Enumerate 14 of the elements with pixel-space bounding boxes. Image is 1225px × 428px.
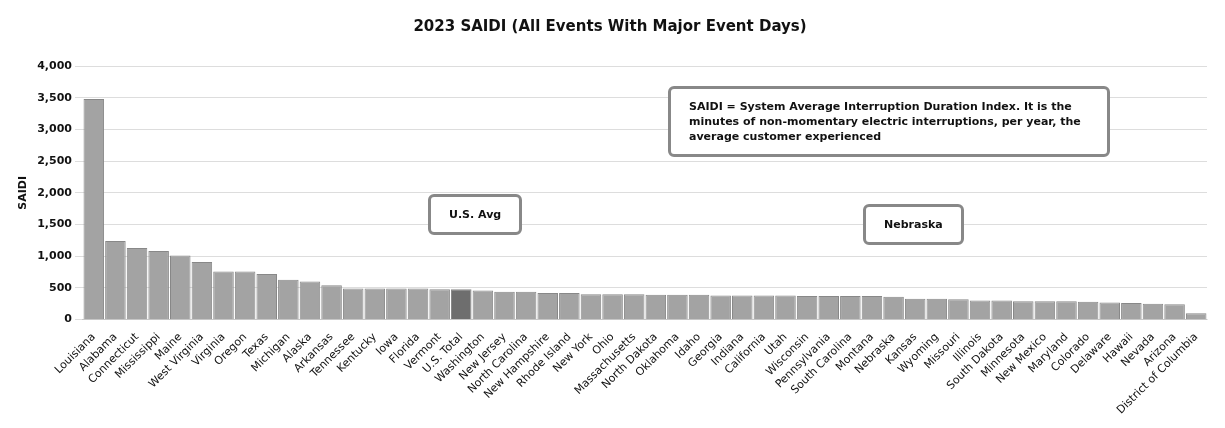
y-tick-label: 500 bbox=[49, 280, 73, 294]
y-tick-label: 0 bbox=[64, 312, 73, 326]
chart-title: 2023 SAIDI (All Events With Major Event Days) bbox=[413, 16, 807, 35]
y-tick-label: 1,000 bbox=[37, 249, 73, 263]
y-tick-label: 1,500 bbox=[37, 217, 73, 231]
y-axis-title: SAIDI bbox=[16, 175, 30, 210]
y-tick-label: 3,000 bbox=[37, 122, 73, 136]
y-tick-label: 2,000 bbox=[37, 185, 73, 199]
y-tick-label: 4,000 bbox=[37, 58, 73, 72]
note-box: Nebraska bbox=[863, 204, 964, 245]
y-tick-label: 3,500 bbox=[37, 90, 73, 104]
y-tick-label: 2,500 bbox=[37, 153, 73, 167]
note-box: U.S. Avg bbox=[428, 194, 523, 235]
note-box: SAIDI = System Average Interruption Duration Index. It is the minutes of non-momentary electric interruptions, per year, the average customer experienced bbox=[668, 86, 1110, 157]
